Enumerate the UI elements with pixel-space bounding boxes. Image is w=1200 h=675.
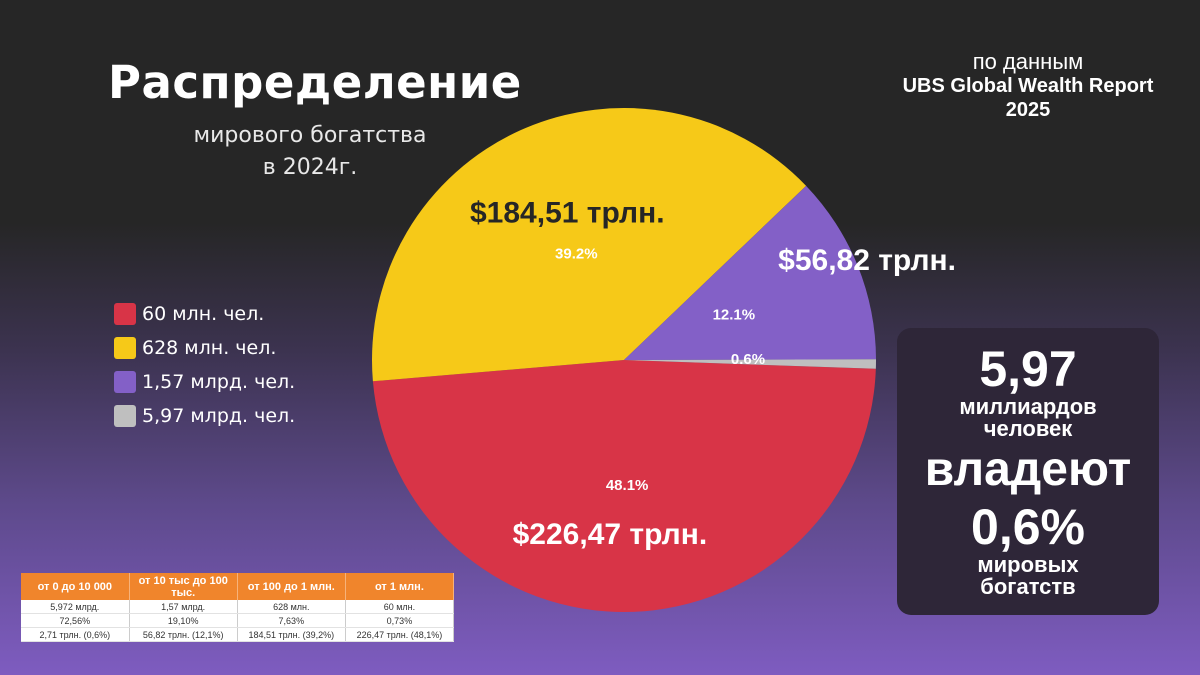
table-header-cell: от 100 до 1 млн. [237, 573, 346, 600]
table-cell: 1,57 млрд. [129, 600, 238, 614]
table-row: 2,71 трлн. (0,6%) 56,82 трлн. (12,1%) 18… [21, 627, 455, 642]
table-cell: 19,10% [129, 613, 238, 628]
table-header-row: от 0 до 10 000 от 10 тыс до 100 тыс. от … [21, 573, 455, 600]
callout-line-1: 5,97 [979, 341, 1077, 397]
table-cell: 60 млн. [345, 600, 455, 614]
page-title: Распределение [108, 56, 522, 109]
data-table: от 0 до 10 000 от 10 тыс до 100 тыс. от … [21, 573, 455, 642]
pie-slice [372, 360, 876, 613]
callout-line-6: мировых [977, 552, 1079, 577]
legend-swatch [114, 371, 136, 393]
callout-line-2: миллиардов [959, 394, 1097, 419]
slice-value-label: $226,47 трлн. [513, 518, 708, 551]
source-note: по данным UBS Global Wealth Report 2025 [860, 50, 1196, 122]
legend-swatch [114, 303, 136, 325]
legend-item: 5,97 млрд. чел. [114, 399, 295, 433]
legend-item: 60 млн. чел. [114, 297, 295, 331]
source-name-line-2: 2025 [1005, 99, 1051, 121]
slice-percent-label: 48.1% [606, 477, 649, 494]
table-cell: 2,71 трлн. (0,6%) [21, 627, 130, 642]
table-cell: 184,51 трлн. (39,2%) [237, 627, 346, 642]
table-row: 72,56% 19,10% 7,63% 0,73% [21, 613, 455, 628]
slice-value-label: $56,82 трлн. [778, 244, 956, 277]
page-subtitle: мирового богатства в 2024г. [150, 120, 470, 184]
legend-swatch [114, 337, 136, 359]
slice-percent-label: 12.1% [713, 307, 756, 324]
subtitle-line-1: мирового богатства [193, 123, 427, 148]
table-cell: 628 млн. [237, 600, 346, 614]
table-header-cell: от 0 до 10 000 [21, 573, 130, 600]
legend-swatch [114, 405, 136, 427]
table-cell: 56,82 трлн. (12,1%) [129, 627, 238, 642]
pie-slice [624, 185, 876, 360]
callout-box: 5,97 миллиардов человек владеют 0,6% мир… [897, 328, 1159, 615]
callout-line-3: человек [983, 416, 1073, 441]
slice-percent-label: 0.6% [731, 351, 765, 368]
legend-item: 1,57 млрд. чел. [114, 365, 295, 399]
table-row: 5,972 млрд. 1,57 млрд. 628 млн. 60 млн. [21, 600, 455, 614]
table-cell: 72,56% [21, 613, 130, 628]
legend-label: 628 млн. чел. [142, 337, 277, 359]
legend-item: 628 млн. чел. [114, 331, 295, 365]
legend-label: 1,57 млрд. чел. [142, 371, 296, 393]
table-header-cell: от 1 млн. [345, 573, 455, 600]
callout-line-7: богатств [980, 574, 1076, 599]
callout-line-4: владеют [924, 443, 1132, 496]
table-cell: 7,63% [237, 613, 346, 628]
wealth-table: от 0 до 10 000 от 10 тыс до 100 тыс. от … [21, 573, 455, 642]
table-cell: 5,972 млрд. [21, 600, 130, 614]
source-name-line-1: UBS Global Wealth Report [902, 75, 1154, 97]
table-header-cell: от 10 тыс до 100 тыс. [129, 573, 238, 600]
source-lead: по данным [972, 49, 1084, 74]
pie-slice [624, 359, 877, 369]
table-cell: 0,73% [345, 613, 455, 628]
callout-line-5: 0,6% [971, 499, 1085, 555]
table-cell: 226,47 трлн. (48,1%) [345, 627, 455, 642]
legend-label: 5,97 млрд. чел. [142, 405, 296, 427]
pie-slice [372, 107, 807, 382]
slice-percent-label: 39.2% [555, 245, 598, 262]
slice-value-label: $184,51 трлн. [470, 196, 665, 229]
chart-legend: 60 млн. чел. 628 млн. чел. 1,57 млрд. че… [114, 297, 295, 433]
legend-label: 60 млн. чел. [142, 303, 265, 325]
subtitle-line-2: в 2024г. [262, 155, 358, 180]
